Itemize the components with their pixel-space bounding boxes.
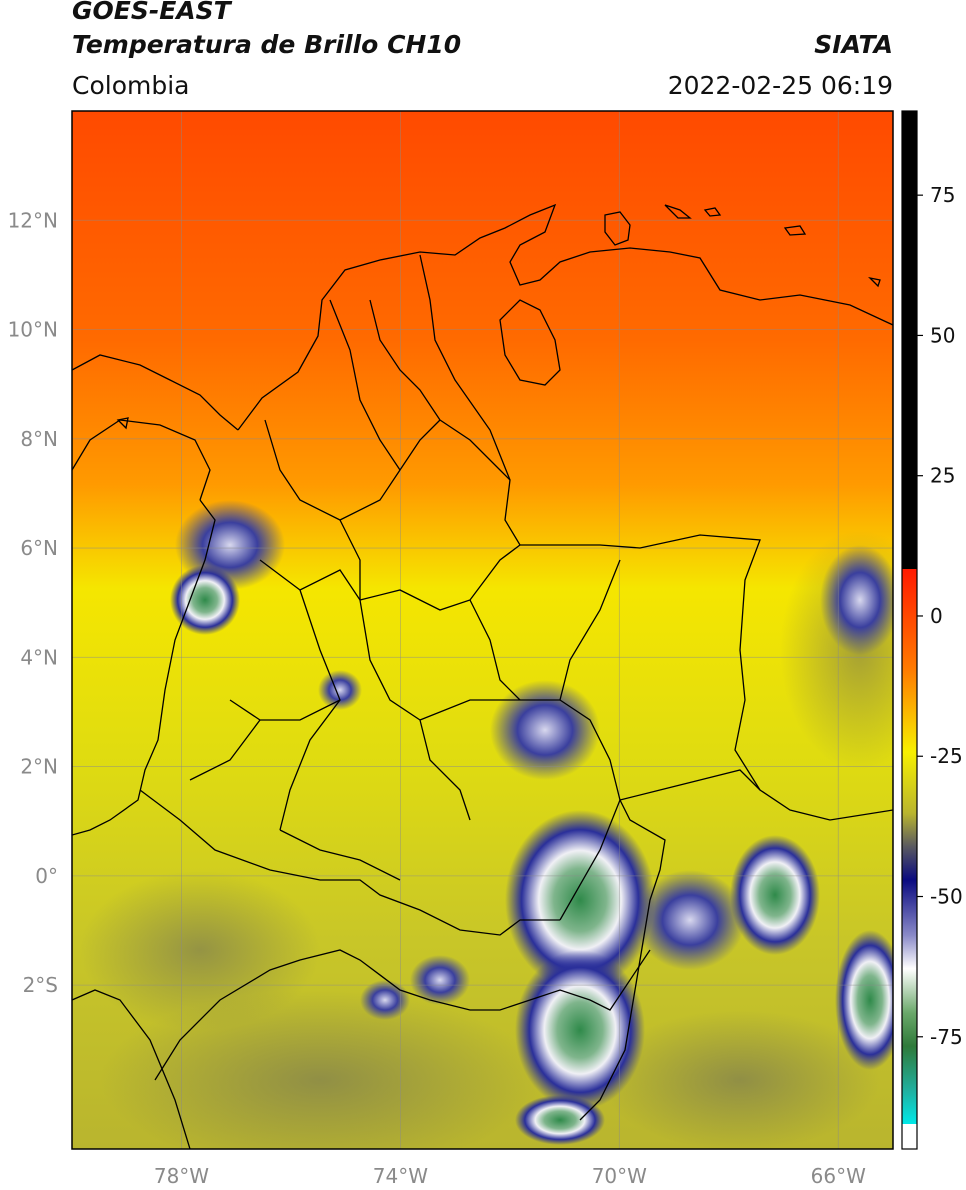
- colorbar-tick-label: -75: [930, 1025, 963, 1049]
- lon-tick-label: 70°W: [592, 1164, 647, 1188]
- lat-tick-label: 2°S: [23, 973, 58, 997]
- lat-tick-label: 12°N: [8, 208, 58, 232]
- colorbar-tick-label: 50: [930, 323, 955, 347]
- boundaries: [72, 203, 893, 1149]
- colorbar-tick-label: -25: [930, 744, 963, 768]
- lat-tick-label: 10°N: [8, 318, 58, 342]
- lon-tick-label: 74°W: [373, 1164, 428, 1188]
- region-label: Colombia: [72, 71, 190, 100]
- graticule: [72, 111, 893, 1149]
- lat-tick-label: 6°N: [20, 536, 58, 560]
- colorbar-tick-label: 75: [930, 183, 955, 207]
- latitude-labels: 12°N 10°N 8°N 6°N 4°N 2°N 0° 2°S: [8, 208, 58, 997]
- lat-tick-label: 4°N: [20, 645, 58, 669]
- colorbar-cold-segment: [902, 1124, 917, 1149]
- map-raster: [72, 111, 893, 1149]
- colorbar-gradient: [902, 569, 917, 1124]
- datetime-label: 2022-02-25 06:19: [667, 71, 893, 100]
- colorbar-tick-label: -50: [930, 885, 963, 909]
- colorbar-warm-segment: [902, 111, 917, 569]
- longitude-labels: 78°W 74°W 70°W 66°W: [154, 1164, 866, 1188]
- map-frame: [71, 110, 894, 1150]
- product-title: Temperatura de Brillo CH10: [72, 30, 462, 59]
- lat-tick-label: 2°N: [20, 755, 58, 779]
- lon-tick-label: 78°W: [154, 1164, 209, 1188]
- lat-tick-label: 8°N: [20, 427, 58, 451]
- colorbar: 75 50 25 0 -25 -50 -75: [901, 110, 963, 1150]
- brand-label: SIATA: [814, 30, 893, 59]
- lon-tick-label: 66°W: [811, 1164, 866, 1188]
- lat-tick-label: 0°: [35, 864, 58, 888]
- satellite-title: GOES-EAST: [72, 0, 231, 25]
- colorbar-tick-label: 0: [930, 604, 943, 628]
- colorbar-tick-label: 25: [930, 464, 955, 488]
